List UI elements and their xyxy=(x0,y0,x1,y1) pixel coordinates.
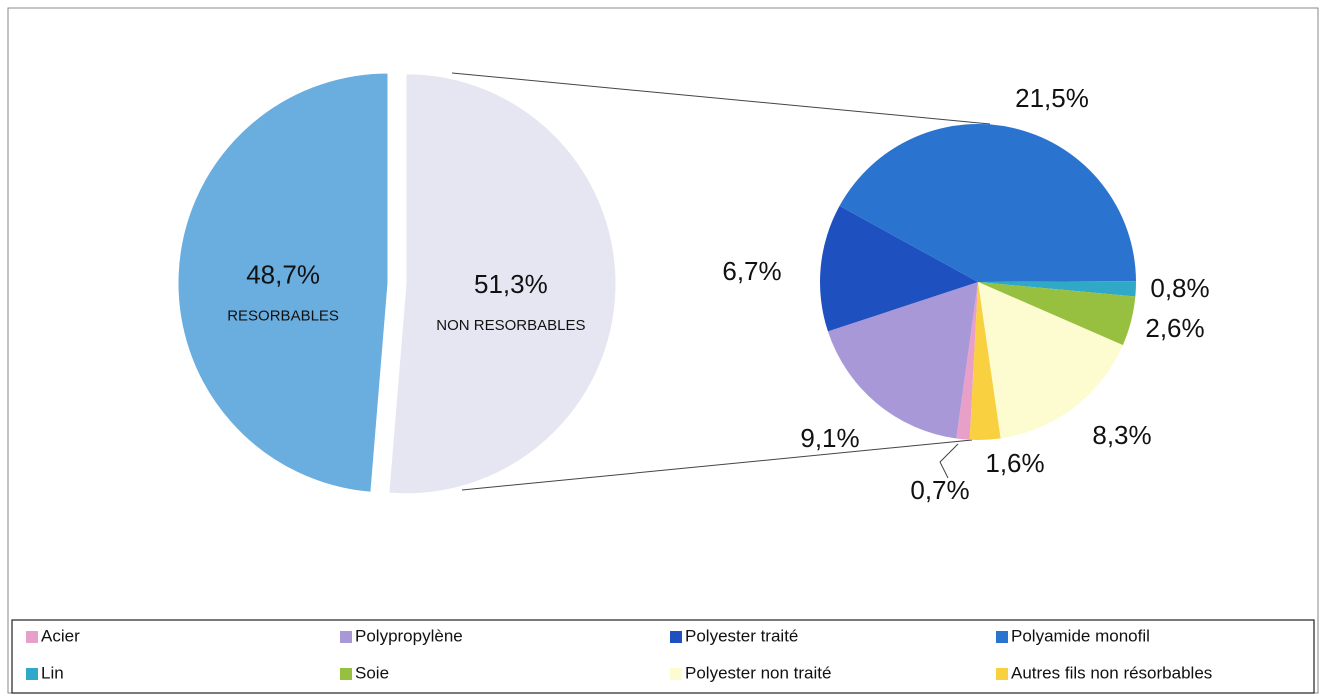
slice-value-label: 48,7% xyxy=(246,260,320,290)
slice-category-label: RESORBABLES xyxy=(227,308,339,325)
legend-swatch xyxy=(996,631,1008,643)
legend-swatch xyxy=(340,631,352,643)
pie-slice xyxy=(969,282,1001,441)
pie-slice xyxy=(839,124,1136,282)
slice-value-label: 1,6% xyxy=(985,448,1044,478)
slice-value-label: 8,3% xyxy=(1092,420,1151,450)
pie-slice xyxy=(978,281,1136,297)
legend-label: Autres fils non résorbables xyxy=(1011,663,1212,682)
slice-value-label: 0,8% xyxy=(1150,273,1209,303)
legend-swatch xyxy=(26,668,38,680)
pie-slice xyxy=(956,282,978,440)
slice-value-label: 51,3% xyxy=(474,269,548,299)
legend-swatch xyxy=(670,631,682,643)
legend-label: Soie xyxy=(355,663,389,682)
legend-label: Polyamide monofil xyxy=(1011,626,1150,645)
slice-value-label: 21,5% xyxy=(1015,83,1089,113)
pie-slice xyxy=(388,73,617,495)
legend-label: Polypropylène xyxy=(355,626,463,645)
pie-slice xyxy=(827,282,978,439)
legend-label: Lin xyxy=(41,663,64,682)
leader-line xyxy=(939,443,959,479)
legend-swatch xyxy=(670,668,682,680)
slice-value-label: 9,1% xyxy=(800,423,859,453)
slice-value-label: 0,7% xyxy=(910,475,969,505)
legend-box xyxy=(11,619,1315,694)
legend-label: Polyester traité xyxy=(685,626,798,645)
pie-slice xyxy=(819,205,978,332)
slice-category-label: NON RESORBABLES xyxy=(436,317,585,334)
connector-line xyxy=(461,439,973,491)
pie-slice xyxy=(177,72,389,493)
slice-value-label: 6,7% xyxy=(722,256,781,286)
pie-slice xyxy=(978,282,1136,346)
legend-swatch xyxy=(340,668,352,680)
legend-label: Acier xyxy=(41,626,80,645)
legend-swatch xyxy=(996,668,1008,680)
legend-swatch xyxy=(26,631,38,643)
slice-value-label: 2,6% xyxy=(1145,313,1204,343)
connector-line xyxy=(451,72,991,125)
legend-label: Polyester non traité xyxy=(685,663,831,682)
pie-slice xyxy=(978,282,1123,439)
